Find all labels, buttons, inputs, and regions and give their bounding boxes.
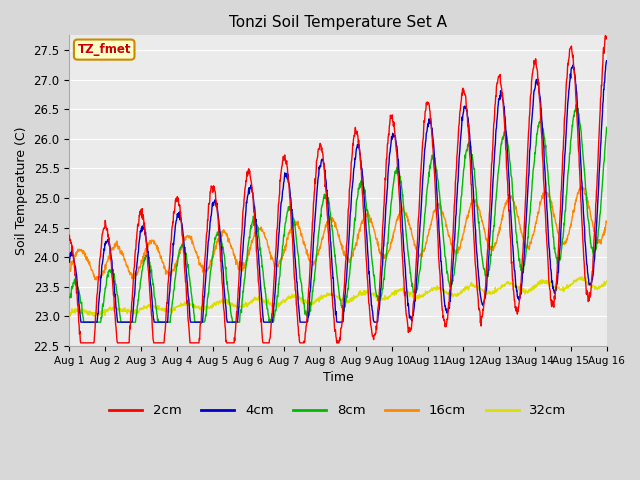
Text: TZ_fmet: TZ_fmet	[77, 43, 131, 56]
Legend: 2cm, 4cm, 8cm, 16cm, 32cm: 2cm, 4cm, 8cm, 16cm, 32cm	[104, 399, 572, 422]
X-axis label: Time: Time	[323, 371, 353, 384]
Title: Tonzi Soil Temperature Set A: Tonzi Soil Temperature Set A	[229, 15, 447, 30]
Y-axis label: Soil Temperature (C): Soil Temperature (C)	[15, 126, 28, 255]
